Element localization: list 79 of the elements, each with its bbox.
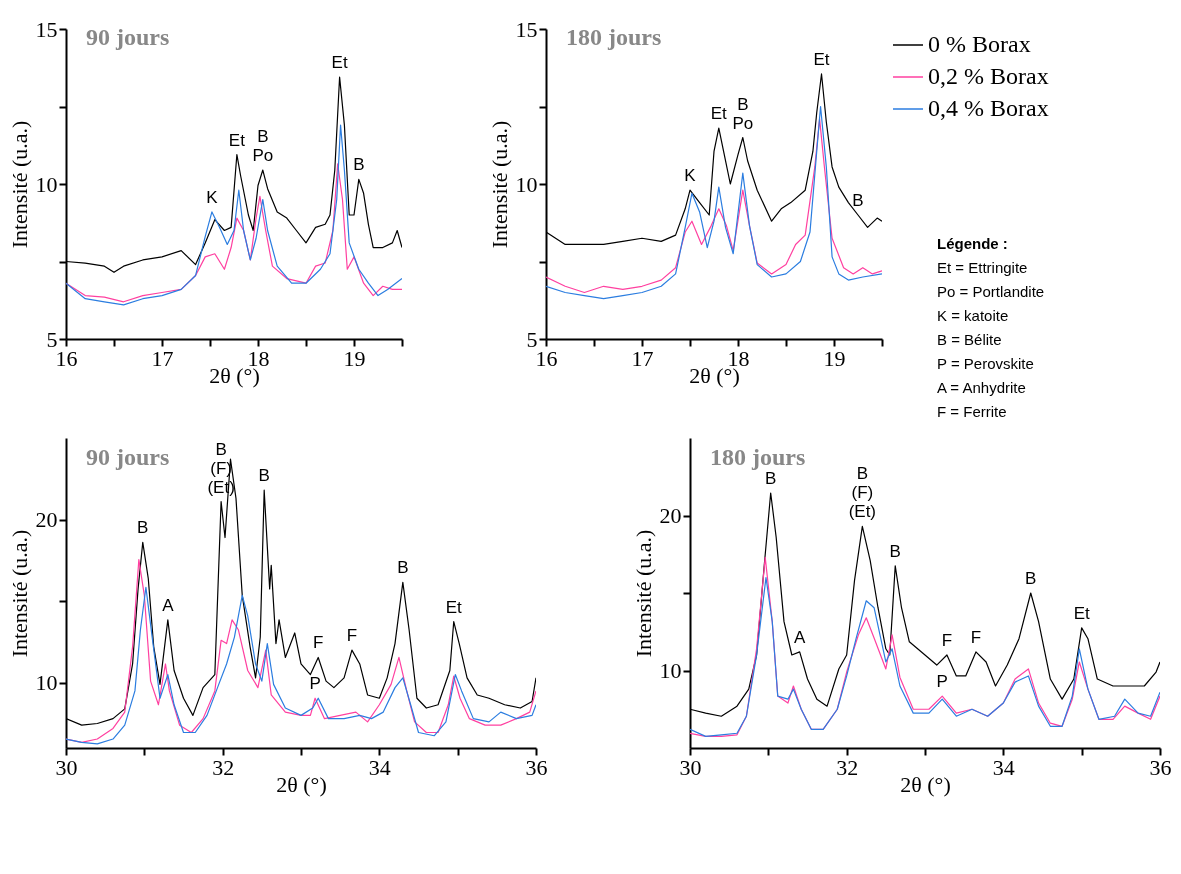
text: Et = Ettringite <box>937 259 1028 276</box>
y-tick-label: 10 <box>35 670 58 696</box>
x-tick-label: 34 <box>368 754 391 780</box>
annotation: P <box>936 672 948 692</box>
annotation: A <box>162 595 175 615</box>
x-tick-label: 17 <box>151 345 174 371</box>
chart-title: 180 jours <box>710 444 806 470</box>
annotation: B <box>258 466 270 486</box>
annotation: B <box>765 469 777 489</box>
x-tick-label: 19 <box>823 345 846 371</box>
annotation: (Et) <box>848 502 877 522</box>
annotation: F <box>970 627 982 647</box>
x-tick-label: 19 <box>343 345 366 371</box>
annotation: B <box>257 127 269 147</box>
annotation: Po <box>252 146 274 166</box>
annotation: Et <box>228 130 246 150</box>
x-axis-title: 2θ (°) <box>900 771 951 797</box>
annotation: P <box>309 674 321 694</box>
annotation: B <box>137 518 149 538</box>
x-tick-label: 30 <box>679 754 702 780</box>
y-tick-label: 10 <box>659 658 682 683</box>
annotation: B <box>353 155 365 175</box>
x-tick-label: 16 <box>535 345 558 371</box>
annotation: F <box>941 631 953 650</box>
text: K = katoite <box>937 307 1009 324</box>
x-tick-label: 16 <box>55 345 78 371</box>
x-tick-label: 36 <box>1149 754 1172 780</box>
annotation: Et <box>813 49 830 69</box>
annotation: F <box>313 633 324 653</box>
legend-label: 0,4 % Borax <box>928 95 1049 121</box>
annotation: K <box>684 166 697 186</box>
y-axis-title: Intensité (u.a.) <box>486 120 512 249</box>
y-tick-label: 15 <box>515 16 538 42</box>
annotation: B <box>215 439 227 459</box>
x-axis-title: 2θ (°) <box>276 771 327 797</box>
annotation: B <box>1025 569 1037 588</box>
annotation: B <box>889 541 901 561</box>
annotation: Et <box>1073 603 1090 623</box>
x-tick-label: 36 <box>525 754 548 780</box>
chart-title: 90 jours <box>86 24 170 50</box>
text: B = Bélite <box>937 331 1002 348</box>
y-axis-title: Intensité (u.a.) <box>6 120 32 249</box>
annotation: F <box>346 626 358 646</box>
y-tick-label: 5 <box>46 326 58 352</box>
y-axis-title: Intensité (u.a.) <box>6 529 32 658</box>
x-tick-label: 32 <box>212 754 235 780</box>
text: Po = Portlandite <box>937 283 1045 300</box>
annotation: (F) <box>851 483 874 503</box>
legend-label: 0 % Borax <box>928 31 1031 57</box>
annotation: B <box>852 191 864 210</box>
chart-title: 90 jours <box>86 444 170 470</box>
annotation: K <box>206 187 219 207</box>
y-tick-label: 15 <box>35 16 58 42</box>
annotation: B <box>397 558 409 578</box>
annotation: Et <box>445 597 463 617</box>
x-tick-label: 34 <box>992 754 1015 780</box>
legend-label: 0,2 % Borax <box>928 63 1049 89</box>
x-tick-label: 17 <box>631 345 654 371</box>
y-tick-label: 20 <box>35 507 58 533</box>
annotation: A <box>793 627 806 647</box>
annotation: B <box>737 94 749 114</box>
annotation: Po <box>732 113 754 133</box>
annotation: Et <box>710 104 728 124</box>
line-series <box>66 586 536 745</box>
chart-title: 180 jours <box>566 24 662 50</box>
y-tick-label: 10 <box>515 171 538 197</box>
annotation: Et <box>331 53 348 73</box>
line-series <box>66 124 402 306</box>
x-tick-label: 30 <box>55 754 78 780</box>
text: A = Anhydrite <box>937 379 1026 396</box>
y-tick-label: 10 <box>35 171 58 197</box>
text: F = Ferrite <box>937 403 1007 420</box>
y-axis-title: Intensité (u.a.) <box>630 529 656 658</box>
y-tick-label: 20 <box>659 503 682 528</box>
x-tick-label: 32 <box>836 754 859 780</box>
annotation: B <box>856 464 869 484</box>
text: Légende : <box>937 235 1008 252</box>
text: P = Perovskite <box>937 355 1034 372</box>
y-tick-label: 5 <box>526 326 538 352</box>
